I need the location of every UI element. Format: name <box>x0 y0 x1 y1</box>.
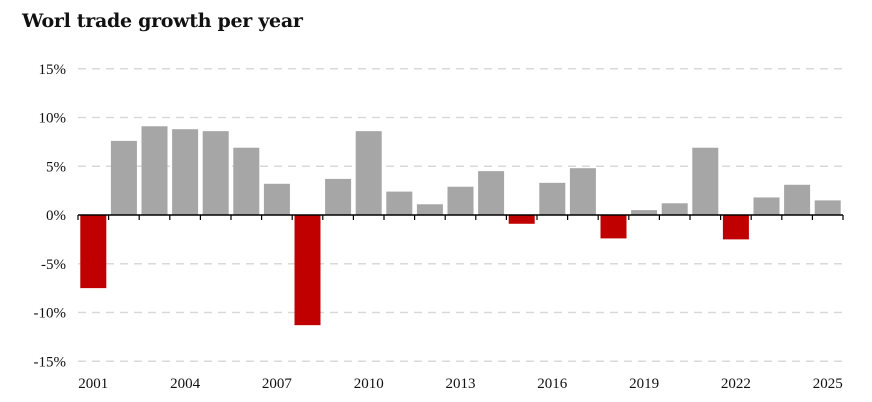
y-tick-label: -5% <box>41 257 66 273</box>
x-tick-label: 2016 <box>537 376 568 392</box>
bar-2005 <box>202 131 229 215</box>
bar-2001 <box>80 215 107 289</box>
bar-2022 <box>722 215 749 240</box>
x-axis <box>77 214 844 220</box>
bar-2020 <box>661 203 688 215</box>
bar-2018 <box>600 215 627 239</box>
bar-2004 <box>172 129 199 215</box>
x-tick-label: 2013 <box>446 376 476 392</box>
bar-2021 <box>692 147 719 215</box>
bar-2014 <box>478 171 505 215</box>
y-tick-label: -15% <box>34 354 67 370</box>
bar-2008 <box>294 215 321 326</box>
bar-2006 <box>233 147 260 215</box>
bar-2009 <box>325 178 352 215</box>
bar-2015 <box>508 215 535 224</box>
bars <box>80 126 841 326</box>
x-tick-label: 2004 <box>170 376 201 392</box>
x-tick-label: 2001 <box>78 376 108 392</box>
bar-2002 <box>110 140 137 215</box>
bar-2025 <box>814 200 841 215</box>
x-tick-labels: 2001 2004 2007 2010 2013 2016 2019 2022 2025 <box>78 376 842 392</box>
y-tick-labels: 15% 10% 5% 0% -5% -10% -15% <box>34 62 67 371</box>
x-tick-label: 2022 <box>721 376 751 392</box>
y-tick-label: -10% <box>34 306 67 322</box>
bar-2013 <box>447 186 474 215</box>
x-tick-label: 2010 <box>354 376 384 392</box>
bar-2012 <box>416 204 443 215</box>
bar-2010 <box>355 131 382 215</box>
y-tick-label: 0% <box>46 208 66 224</box>
y-tick-label: 5% <box>46 159 66 175</box>
bar-2007 <box>263 183 290 215</box>
chart-title: Worl trade growth per year <box>22 10 303 32</box>
bar-2019 <box>631 210 658 215</box>
bar-2017 <box>569 168 596 215</box>
x-tick-label: 2019 <box>629 376 659 392</box>
bar-2024 <box>784 184 811 215</box>
bar-2023 <box>753 197 780 215</box>
x-tick-label: 2007 <box>262 376 293 392</box>
y-tick-label: 10% <box>39 111 67 127</box>
bar-2016 <box>539 182 566 215</box>
bar-2011 <box>386 191 413 215</box>
x-tick-label: 2025 <box>813 376 843 392</box>
bar-2003 <box>141 126 168 215</box>
y-tick-label: 15% <box>39 62 67 78</box>
